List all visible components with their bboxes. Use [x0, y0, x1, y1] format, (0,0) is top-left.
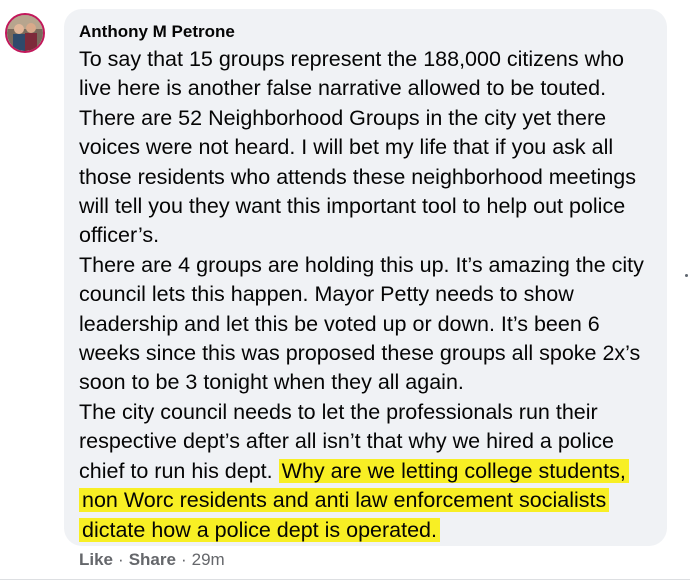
- comment-paragraph: There are 4 groups are holding this up. …: [79, 252, 644, 395]
- comment-author[interactable]: Anthony M Petrone: [79, 22, 235, 41]
- comment-paragraph: To say that 15 groups represent the 188,…: [79, 47, 636, 248]
- comment-bubble: Anthony M Petrone To say that 15 groups …: [64, 9, 667, 546]
- timestamp[interactable]: 29m: [191, 550, 225, 569]
- comment-text: The city council needs to let the profes…: [79, 399, 614, 483]
- like-button[interactable]: Like: [79, 550, 114, 569]
- avatar[interactable]: [5, 13, 45, 53]
- more-options-icon[interactable]: [685, 274, 688, 277]
- share-button[interactable]: Share: [128, 550, 176, 569]
- divider: [0, 579, 690, 580]
- separator: ·: [180, 550, 187, 569]
- avatar-image: [7, 15, 43, 51]
- separator: ·: [118, 550, 124, 569]
- comment-actions: Like · Share · 29m: [79, 549, 225, 571]
- comment-paragraph: The city council needs to let the profes…: [79, 398, 653, 545]
